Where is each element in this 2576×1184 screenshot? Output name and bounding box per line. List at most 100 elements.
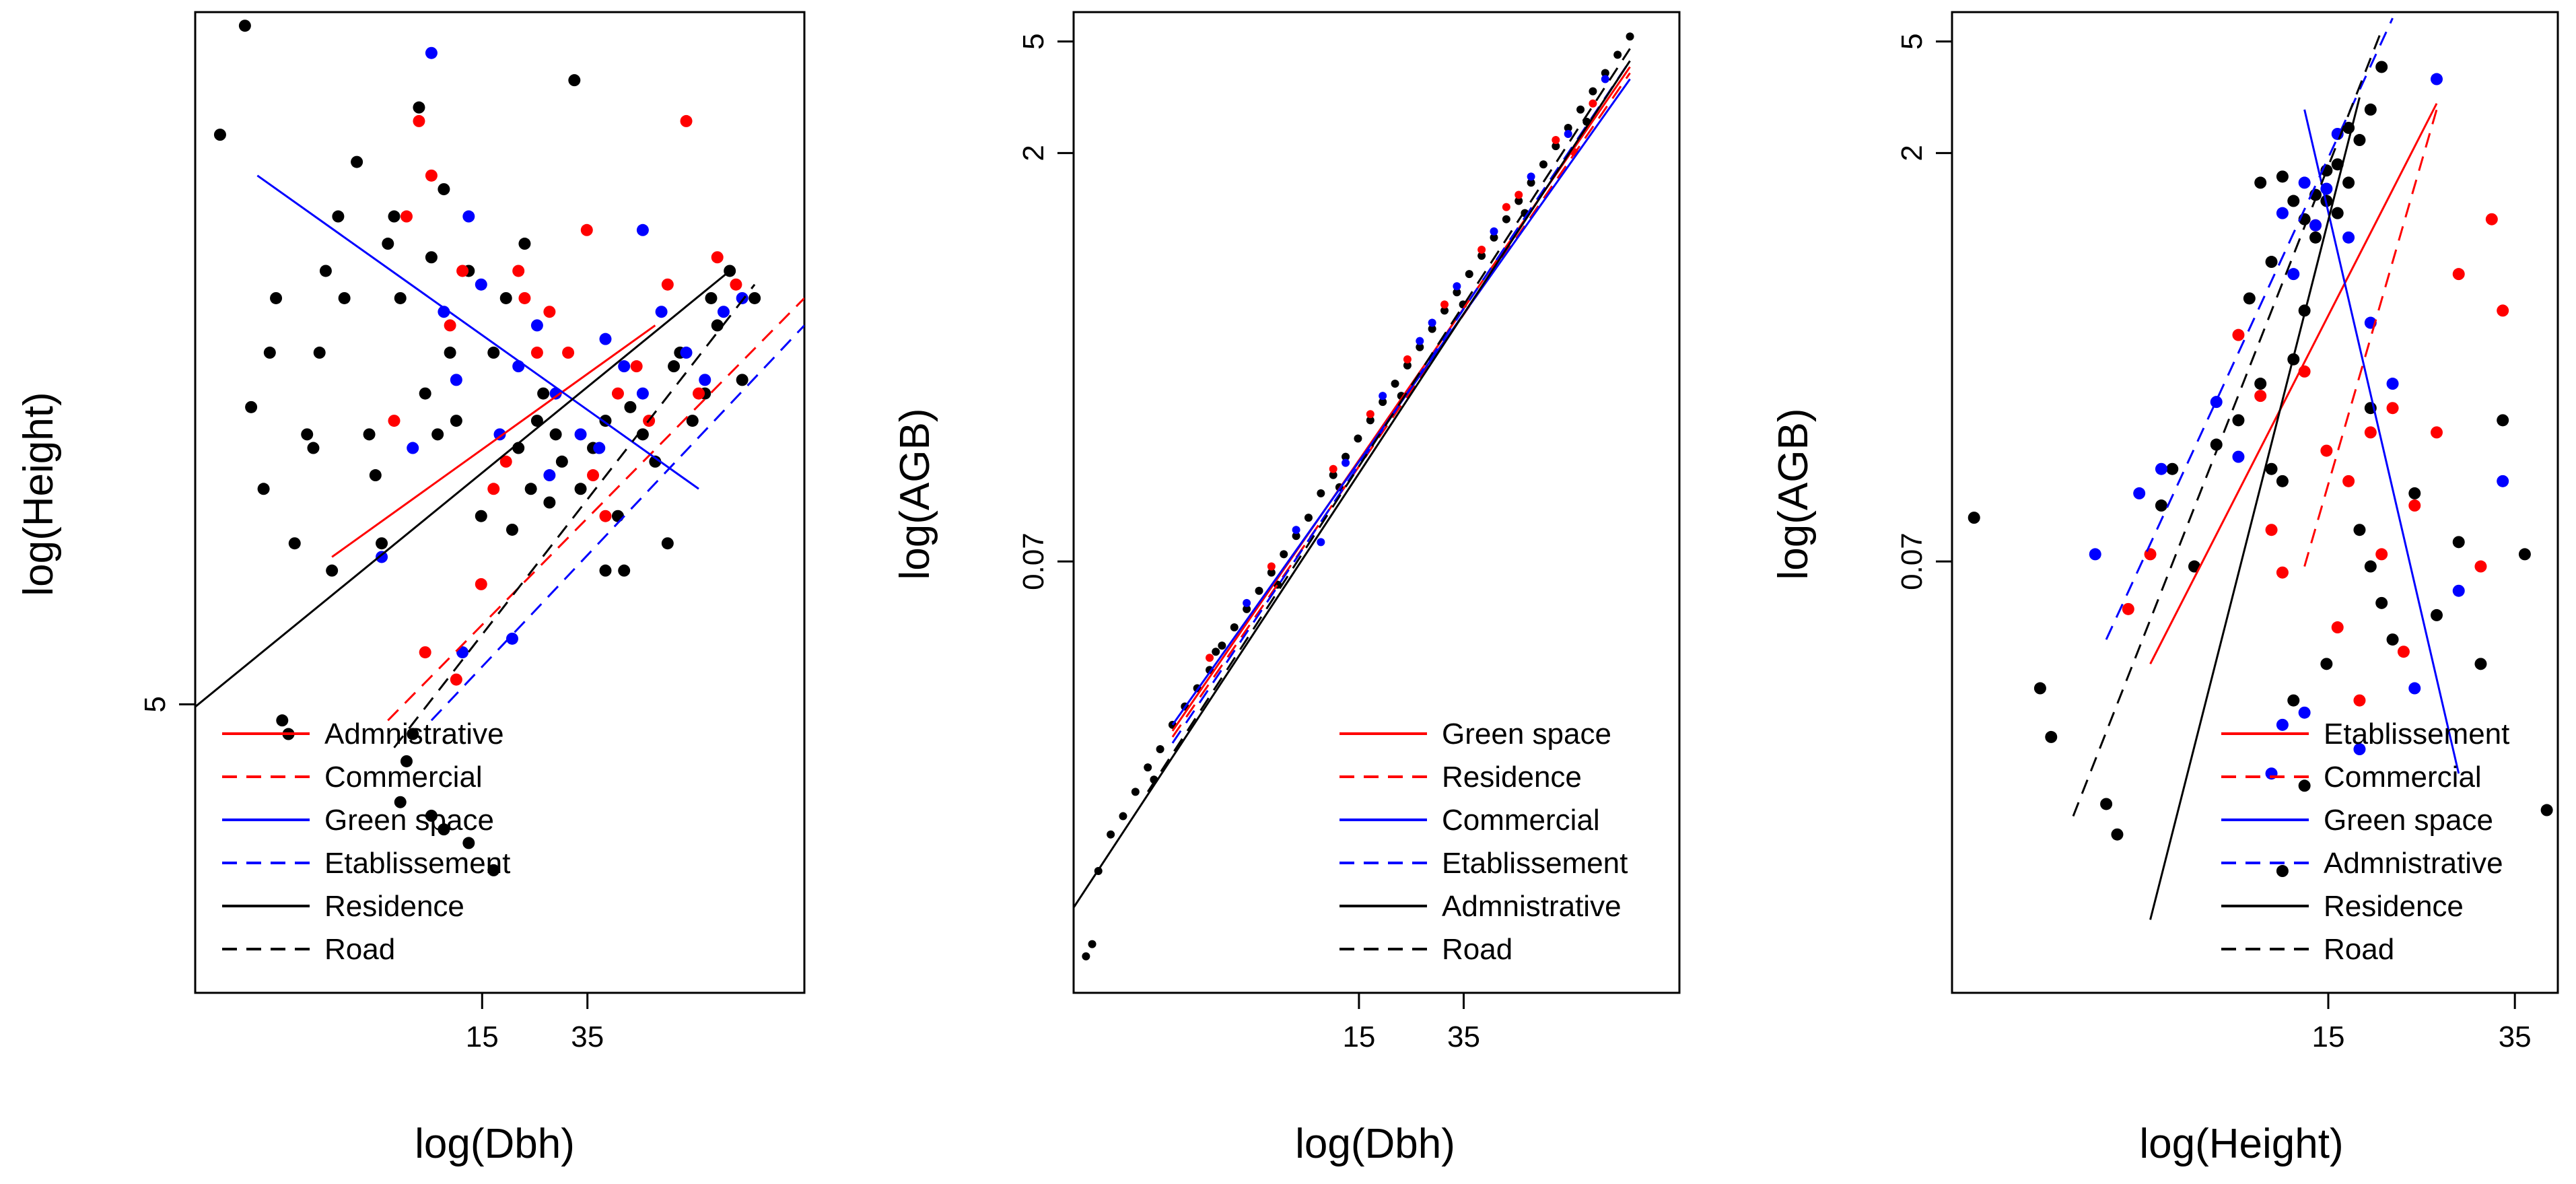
plot-area xyxy=(195,20,804,876)
regression-line xyxy=(2105,18,2394,640)
data-point xyxy=(425,169,438,182)
data-point xyxy=(2364,426,2377,439)
data-point xyxy=(2320,658,2333,670)
data-point xyxy=(2408,499,2421,512)
data-point xyxy=(2375,61,2388,73)
data-point xyxy=(587,469,600,482)
data-point xyxy=(376,537,388,550)
data-point xyxy=(419,387,431,400)
y-tick-label: 0.07 xyxy=(1017,532,1050,590)
legend-label: Commercial xyxy=(2324,761,2482,794)
data-point xyxy=(562,346,575,359)
data-point xyxy=(1515,190,1523,199)
data-point xyxy=(730,278,742,291)
plot-frame xyxy=(194,11,806,994)
data-point xyxy=(2265,462,2278,475)
data-point xyxy=(2353,694,2366,707)
data-point xyxy=(1267,562,1276,571)
x-tick-label: 15 xyxy=(466,1020,499,1053)
regression-line xyxy=(2303,109,2460,774)
legend: Etablissement Commercial Green space Admnis… xyxy=(2221,718,2509,966)
data-point xyxy=(499,291,512,304)
data-point xyxy=(1477,245,1486,254)
legend-label: Etablissement xyxy=(1442,847,1628,880)
x-tick-label: 35 xyxy=(571,1020,604,1053)
data-point xyxy=(636,223,649,236)
data-point xyxy=(2298,779,2311,792)
data-point xyxy=(2232,328,2245,341)
y-axis-title: log(AGB) xyxy=(892,409,938,580)
data-point xyxy=(338,291,351,304)
data-point xyxy=(1440,306,1449,315)
data-point xyxy=(717,306,730,318)
legend-label: Residence xyxy=(2324,890,2464,923)
data-point xyxy=(1212,648,1220,656)
data-point xyxy=(543,306,556,318)
data-point xyxy=(213,129,226,141)
x-tick-label: 35 xyxy=(1447,1020,1480,1053)
regression-line xyxy=(195,270,731,708)
data-point xyxy=(1329,464,1337,473)
data-point xyxy=(326,564,339,577)
data-point xyxy=(257,483,270,495)
data-point xyxy=(636,387,649,400)
data-point xyxy=(288,537,301,550)
data-point xyxy=(2276,170,2289,183)
data-point xyxy=(1088,940,1096,948)
data-point xyxy=(2342,176,2355,189)
data-point xyxy=(599,333,612,345)
data-point xyxy=(1255,586,1263,595)
data-point xyxy=(530,415,543,427)
data-point xyxy=(376,551,388,563)
data-point xyxy=(580,223,593,236)
data-point xyxy=(2364,560,2377,573)
y-tick-label: 5 xyxy=(1895,33,1928,49)
data-point xyxy=(438,306,450,318)
data-point xyxy=(2408,487,2421,499)
data-point xyxy=(549,428,562,441)
data-point xyxy=(388,415,401,427)
data-point xyxy=(276,714,289,727)
data-point xyxy=(2497,414,2509,427)
data-point xyxy=(1144,763,1152,772)
data-point xyxy=(655,306,668,318)
data-point xyxy=(2155,462,2167,475)
data-point xyxy=(1243,598,1251,607)
legend-label: Road xyxy=(2324,933,2394,966)
data-point xyxy=(649,455,662,468)
data-point xyxy=(1428,318,1436,327)
data-point xyxy=(1416,337,1424,345)
legend-label: Commercial xyxy=(1442,804,1600,837)
data-point xyxy=(618,564,631,577)
data-point xyxy=(537,387,550,400)
regression-line xyxy=(387,297,804,722)
data-point xyxy=(530,346,543,359)
data-point xyxy=(2276,566,2289,579)
data-point xyxy=(1527,172,1535,181)
data-point xyxy=(2397,646,2410,658)
data-point xyxy=(2364,103,2377,116)
data-point xyxy=(263,346,276,359)
y-axis-title: log(Height) xyxy=(15,392,62,596)
data-point xyxy=(2474,560,2487,573)
data-point xyxy=(2232,414,2245,427)
data-point xyxy=(425,46,438,59)
legend-label: Admnistrative xyxy=(2324,847,2503,880)
data-point xyxy=(2155,499,2167,512)
data-point xyxy=(2431,426,2443,439)
data-point xyxy=(1304,514,1313,522)
legend-label: Green space xyxy=(1442,718,1611,751)
data-point xyxy=(2232,450,2245,463)
data-point xyxy=(270,291,283,304)
data-point xyxy=(1515,197,1523,205)
data-point xyxy=(668,360,681,373)
data-point xyxy=(438,823,450,836)
data-point xyxy=(543,496,556,509)
data-point xyxy=(413,101,425,114)
data-point xyxy=(661,278,674,291)
data-point xyxy=(1366,416,1374,425)
legend-label: Road xyxy=(324,933,395,966)
data-point xyxy=(574,428,587,441)
data-point xyxy=(2408,682,2421,695)
